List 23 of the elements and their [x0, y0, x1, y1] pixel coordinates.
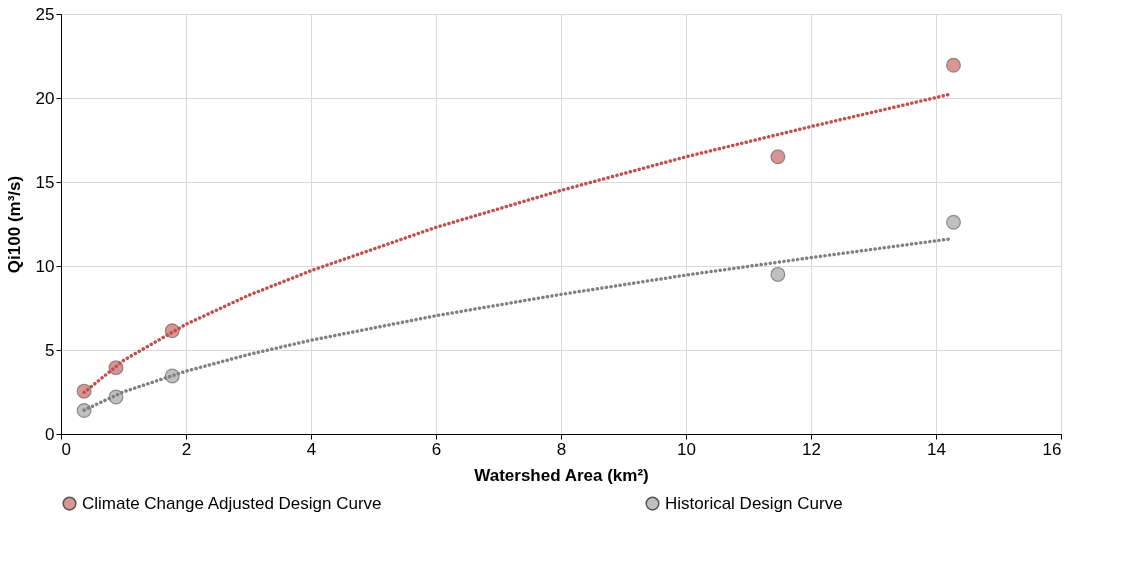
x-tick-label: 6	[431, 439, 442, 459]
x-tick-label: 4	[306, 439, 317, 459]
y-tick-label: 5	[45, 340, 55, 360]
y-tick-label: 15	[35, 172, 55, 192]
point	[770, 149, 786, 165]
x-tick-label: 0	[61, 439, 71, 459]
x-tick-label: 12	[802, 439, 821, 459]
y-tick-label: 0	[45, 424, 55, 444]
legend-label: Climate Change Adjusted Design Curve	[82, 493, 382, 513]
point	[770, 266, 786, 282]
x-axis-title: Watershed Area (km²)	[474, 465, 649, 485]
y-axis-title: Qi100 (m³/s)	[4, 175, 24, 274]
legend-label: Historical Design Curve	[665, 493, 843, 513]
x-tick-label: 16	[1042, 439, 1062, 459]
y-tick-label: 25	[35, 4, 55, 24]
x-tick-label: 2	[181, 439, 192, 459]
point	[946, 214, 961, 230]
x-tick-label: 8	[556, 439, 567, 459]
y-tick-label: 20	[35, 88, 55, 108]
y-tick-label: 10	[35, 256, 55, 276]
point	[946, 57, 961, 73]
x-tick-label: 10	[677, 439, 696, 459]
x-tick-label: 14	[927, 439, 946, 459]
